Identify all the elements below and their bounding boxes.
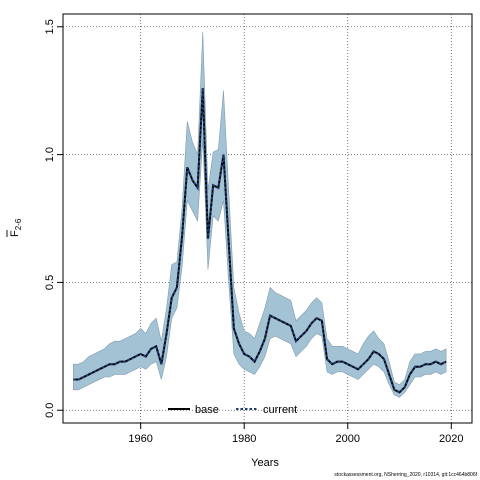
plot-frame (62, 13, 473, 424)
y-axis-title-main: F (9, 230, 21, 237)
svg-text:F2-6: F2-6 (9, 218, 23, 237)
y-tick-label: 1.0 (44, 147, 56, 162)
series-line-current (73, 88, 447, 394)
x-tick-label: 2000 (336, 433, 360, 445)
y-axis-title-sub: 2-6 (14, 218, 23, 230)
grid-lines (63, 14, 472, 423)
x-axis-title: Years (251, 457, 279, 469)
legend: base current (168, 404, 297, 416)
x-tick-label: 1980 (232, 433, 256, 445)
y-tick-label: 0.0 (44, 403, 56, 418)
y-axis: 0.0 0.5 1.0 1.5 (44, 19, 63, 418)
x-axis: 1960 1980 2000 2020 (128, 423, 464, 445)
x-tick-label: 2020 (439, 433, 463, 445)
confidence-band (73, 31, 447, 398)
footer-credit: stockassessment.org, NSherring_2020, r10… (334, 472, 477, 478)
y-tick-label: 1.5 (44, 19, 56, 34)
y-axis-title: F2-6 (6, 218, 23, 237)
y-tick-label: 0.5 (44, 275, 56, 290)
legend-label-current: current (263, 404, 297, 416)
legend-label-base: base (195, 404, 219, 416)
x-tick-label: 1960 (128, 433, 152, 445)
